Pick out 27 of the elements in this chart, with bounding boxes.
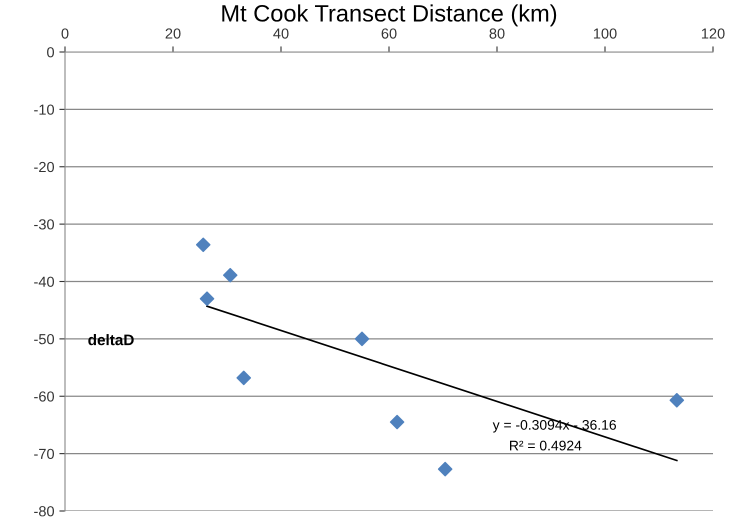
- x-tick-label: 120: [702, 28, 725, 39]
- y-tick-label: -30: [34, 219, 54, 230]
- y-tick-label: -60: [34, 391, 54, 402]
- point: [222, 268, 238, 282]
- x-tick-label: 80: [490, 28, 505, 39]
- point: [670, 392, 684, 408]
- y-tick-label: -80: [34, 506, 54, 516]
- point: [196, 237, 211, 252]
- point: [354, 332, 370, 346]
- y-tick-label: -50: [34, 334, 54, 344]
- y-tick-label: -70: [34, 448, 54, 460]
- y-tick-label: -10: [34, 104, 54, 115]
- annotation: R² = 0.4924: [510, 440, 582, 450]
- y-tick-label: 0: [47, 47, 54, 58]
- point: [200, 291, 214, 306]
- point: [438, 462, 452, 476]
- x-tick-label: 20: [166, 28, 181, 39]
- chart-title: Mt Cook Transect Distance (km): [222, 4, 556, 26]
- x-tick-label: 40: [273, 28, 289, 39]
- x-tick-label: 0: [62, 28, 68, 39]
- x-tick-label: 100: [594, 28, 617, 39]
- y-axis-title: deltaD: [88, 334, 134, 346]
- y-tick-label: -20: [34, 162, 54, 172]
- point: [236, 370, 252, 386]
- y-tick-label: -40: [34, 276, 54, 287]
- x-tick-label: 60: [382, 28, 397, 39]
- point: [390, 414, 404, 430]
